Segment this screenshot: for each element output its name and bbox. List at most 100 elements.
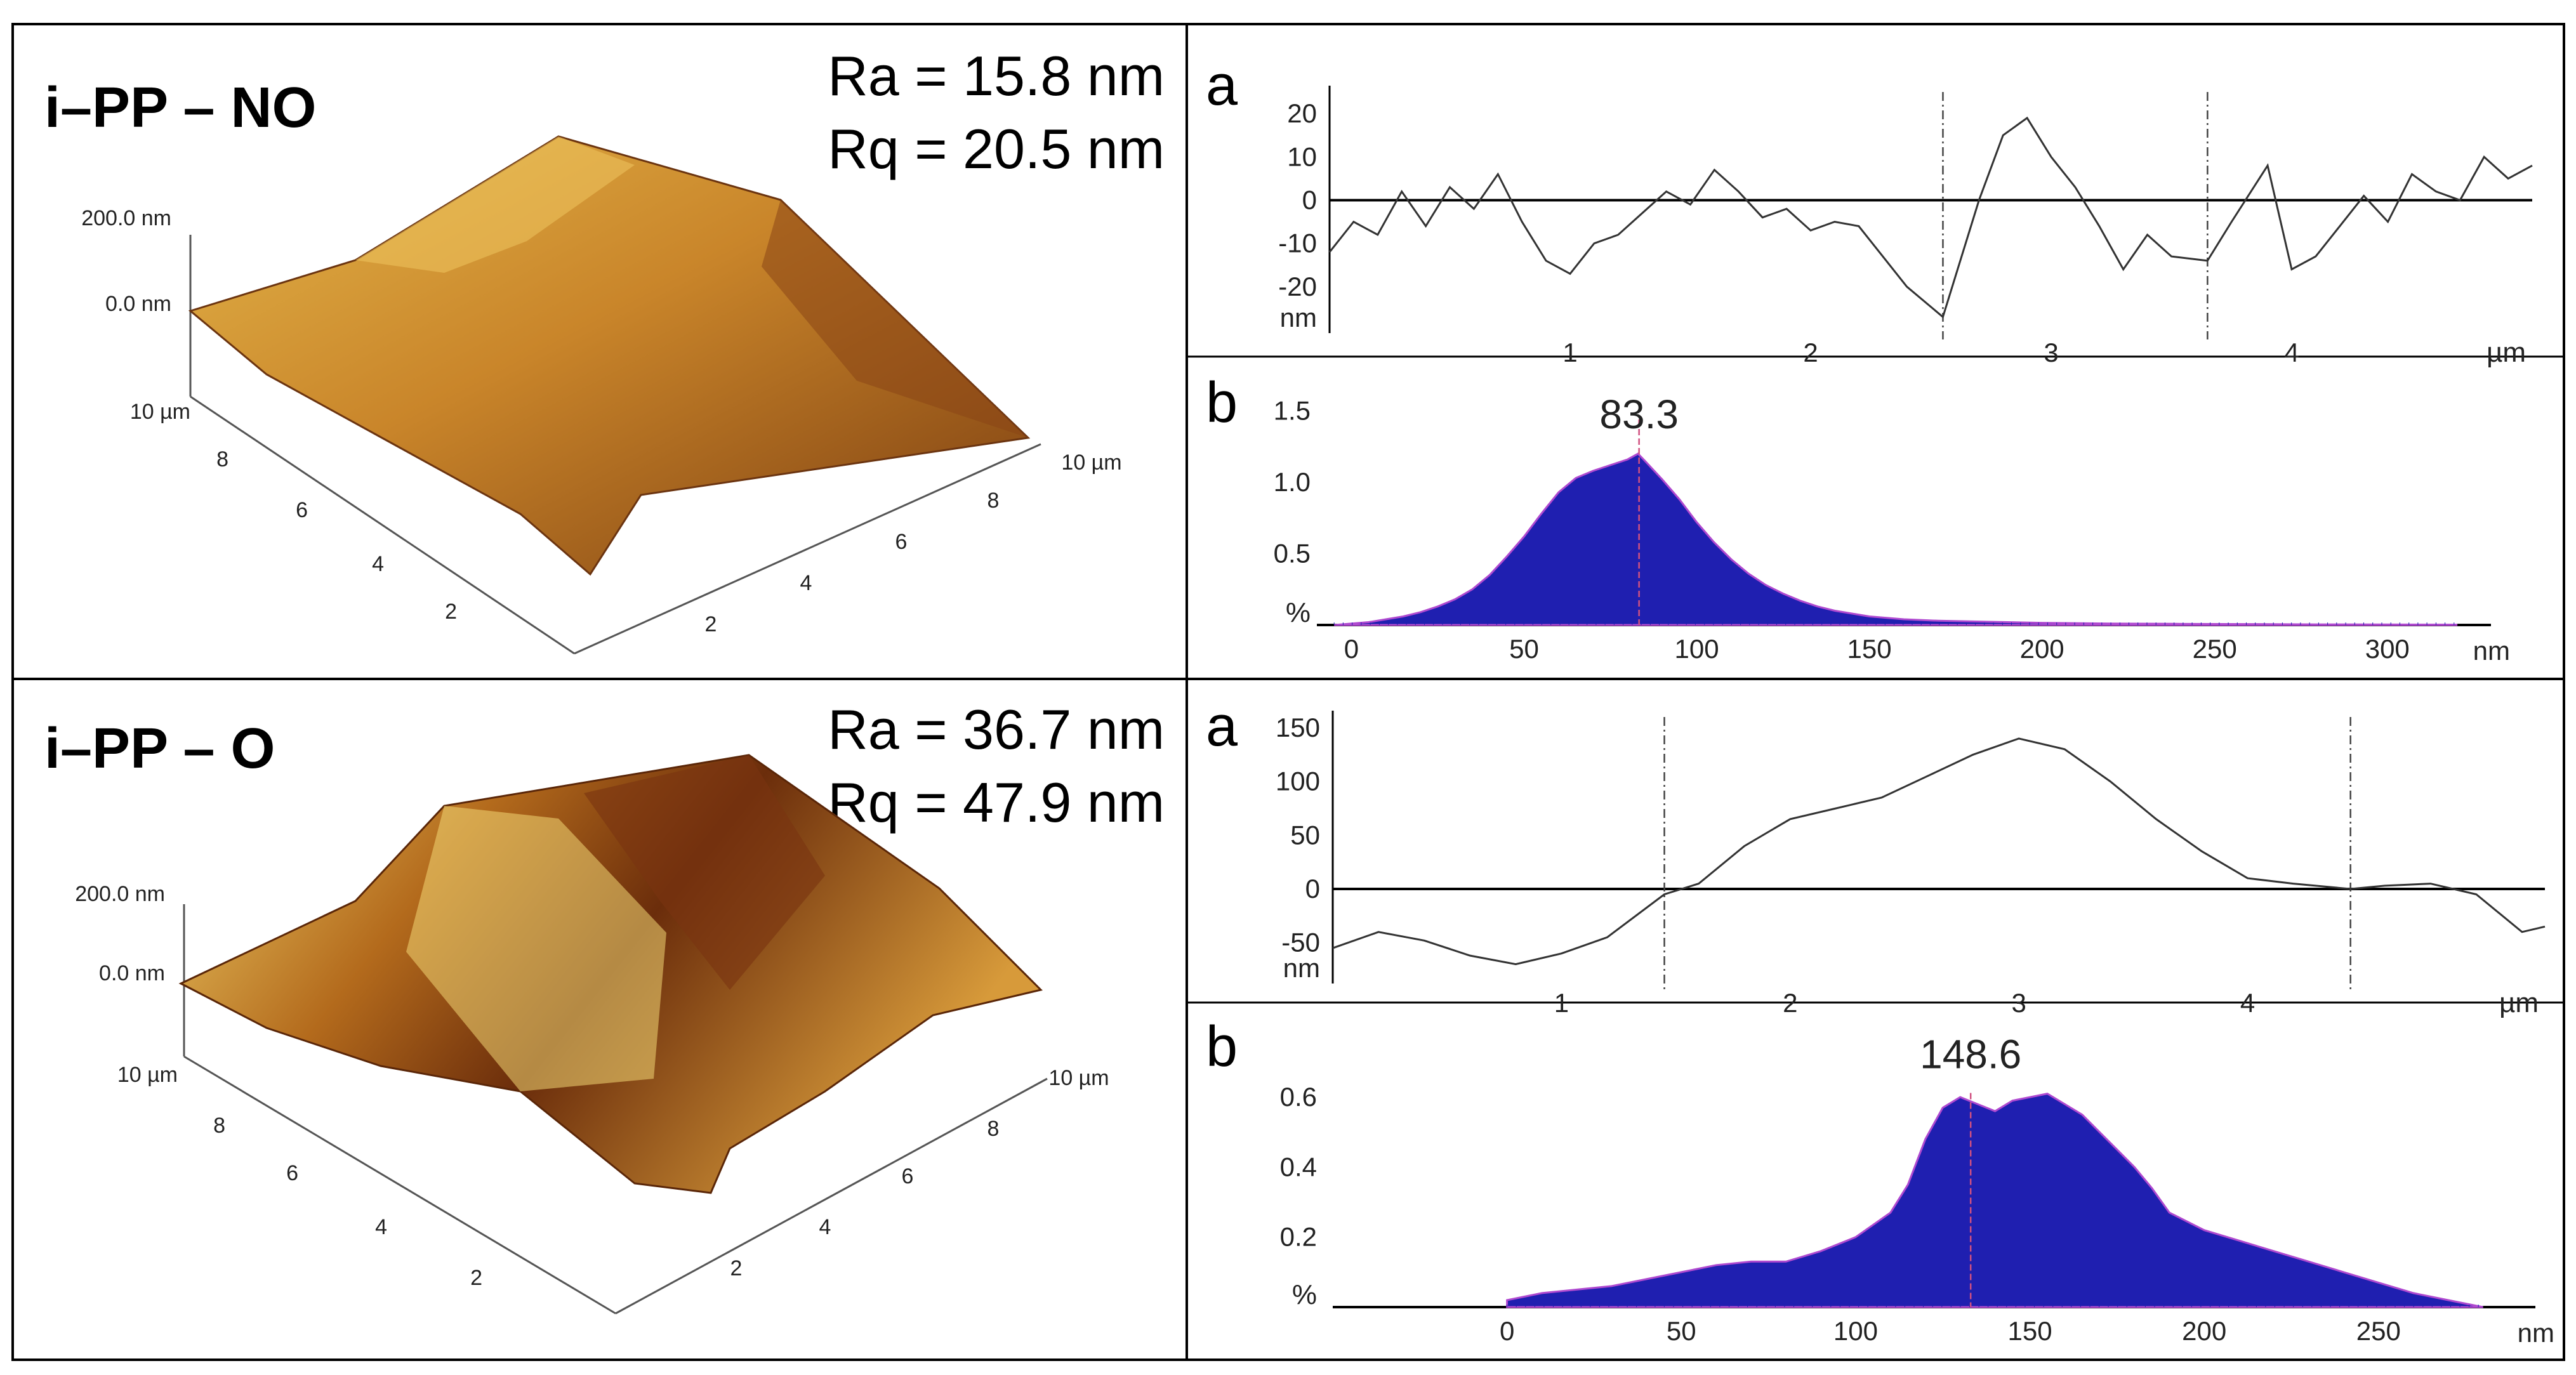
x-tick-label: 100 <box>1674 634 1719 664</box>
surface-x-tick: 4 <box>800 571 812 595</box>
x-tick-label: 0 <box>1344 634 1359 664</box>
y-tick-label: 0.6 <box>1280 1082 1317 1112</box>
y-tick-label: 1.5 <box>1274 396 1311 426</box>
x-tick-label: 200 <box>2182 1316 2226 1346</box>
surface-highlight-no <box>355 136 635 273</box>
x-tick-label: 300 <box>2365 634 2410 664</box>
surface-panel-no: i–PP – NO Ra = 15.8 nm Rq = 20.5 nm 200.… <box>44 44 1165 655</box>
y-tick-label: -10 <box>1278 228 1317 258</box>
x-tick-label: 150 <box>1847 634 1892 664</box>
rq-value-o: Rq = 47.9 nm <box>828 771 1165 834</box>
histogram-chart-o: 0.2 0.4 0.6% 0 50 100 150 200 250 nm 148.6 <box>1280 1032 2554 1348</box>
surface-y-tick: 4 <box>372 552 384 576</box>
sample-title-no: i–PP – NO <box>44 76 317 140</box>
z-zero-label-no: 0.0 nm <box>105 292 171 316</box>
surface-y-tick: 2 <box>445 600 457 624</box>
x-tick-label: 150 <box>2008 1316 2052 1346</box>
x-tick-label: 2 <box>1783 988 1797 1018</box>
x-axis-unit: nm <box>2518 1318 2554 1348</box>
surface-y-tick: 8 <box>216 447 228 471</box>
ra-value-o: Ra = 36.7 nm <box>828 698 1165 761</box>
y-tick-labels-no: 10 µm 8 6 4 2 <box>130 400 457 624</box>
surface-x-tick: 2 <box>730 1256 743 1280</box>
height-distribution-area <box>1506 1093 2483 1308</box>
height-profile-line <box>1328 116 2533 319</box>
x-axis-unit: nm <box>2473 636 2510 666</box>
surface-x-tick: 10 µm <box>1048 1066 1109 1090</box>
surface-x-tick: 10 µm <box>1061 451 1121 475</box>
surface-x-tick: 2 <box>705 612 717 636</box>
panel-letter-a-no: a <box>1206 54 1238 117</box>
surface-y-tick: 6 <box>296 498 308 522</box>
x-tick-label: 3 <box>2044 338 2058 367</box>
x-tick-label: 1 <box>1554 988 1569 1018</box>
z-top-label-no: 200.0 nm <box>81 206 171 230</box>
y-tick-label: 1.0 <box>1274 467 1311 497</box>
surface-groove-o <box>584 755 825 990</box>
x-tick-label: 0 <box>1500 1316 1514 1346</box>
x-tick-label: 50 <box>1667 1316 1696 1346</box>
x-tick-label: 1 <box>1562 338 1577 367</box>
y-axis-unit: nm <box>1283 953 1320 983</box>
x-tick-label: 4 <box>2284 338 2299 367</box>
surface-axes-o <box>183 904 1048 1315</box>
sample-title-o: i–PP – O <box>44 717 275 780</box>
x-tick-label: 4 <box>2240 988 2255 1018</box>
x-tick-labels-o: 2 4 6 8 10 µm <box>730 1066 1109 1280</box>
y-tick-label: 20 <box>1287 98 1317 128</box>
y-tick-label: 150 <box>1276 713 1320 742</box>
y-tick-label: 50 <box>1290 820 1320 850</box>
peak-value-label: 148.6 <box>1920 1032 2021 1077</box>
panel-letter-b-o: b <box>1206 1015 1238 1079</box>
surface-shadow-no <box>762 200 1028 438</box>
y-tick-label: 10 <box>1287 141 1317 171</box>
height-distribution-area <box>1334 452 2458 626</box>
surface-x-tick: 8 <box>987 489 1000 513</box>
y-tick-label: 0.2 <box>1280 1222 1317 1252</box>
z-top-label-o: 200.0 nm <box>75 882 165 906</box>
x-tick-label: 2 <box>1803 338 1818 367</box>
y-tick-label: 0 <box>1302 185 1317 214</box>
surface-x-tick: 6 <box>895 530 908 554</box>
surface-x-tick: 6 <box>902 1164 914 1188</box>
y-tick-label: 0 <box>1305 874 1320 904</box>
surface-y-tick: 10 µm <box>130 400 190 424</box>
x-axis-unit: µm <box>2487 337 2526 368</box>
surface-x-tick: 4 <box>819 1215 831 1239</box>
height-profile-line <box>1332 737 2546 966</box>
y-tick-label: -50 <box>1281 928 1320 957</box>
surface-x-tick: 8 <box>987 1117 1000 1141</box>
surface-ridge-o <box>406 806 666 1091</box>
y-tick-labels-o: 10 µm 8 6 4 2 <box>117 1063 482 1290</box>
y-tick-label: 0.5 <box>1274 539 1311 569</box>
surface-y-tick: 6 <box>286 1161 298 1185</box>
ra-value-no: Ra = 15.8 nm <box>828 44 1165 107</box>
panel-letter-a-o: a <box>1206 695 1238 758</box>
y-tick-label: 100 <box>1276 766 1320 796</box>
z-zero-label-o: 0.0 nm <box>99 961 165 985</box>
y-axis-unit: % <box>1286 597 1311 628</box>
x-tick-labels-no: 2 4 6 8 10 µm <box>705 451 1122 636</box>
surface-panel-o: i–PP – O Ra = 36.7 nm Rq = 47.9 nm 200.0… <box>44 698 1165 1315</box>
x-tick-label: 3 <box>2011 988 2026 1018</box>
peak-value-label: 83.3 <box>1599 391 1679 437</box>
y-axis-unit: % <box>1292 1279 1317 1310</box>
x-axis-unit: µm <box>2499 987 2539 1018</box>
surface-y-tick: 10 µm <box>117 1063 178 1087</box>
y-tick-label: -20 <box>1278 272 1317 301</box>
panel-letter-b-no: b <box>1206 371 1238 435</box>
x-tick-label: 250 <box>2193 634 2237 664</box>
x-tick-label: 200 <box>2020 634 2064 664</box>
surface-y-tick: 2 <box>470 1266 482 1290</box>
surface-y-tick: 8 <box>213 1114 225 1138</box>
y-tick-label: 0.4 <box>1280 1152 1317 1181</box>
y-axis-unit: nm <box>1280 303 1317 332</box>
rq-value-no: Rq = 20.5 nm <box>828 117 1165 180</box>
histogram-chart-no: 0.5 1.0 1.5% 0 50 100 150 200 250 300 nm 83.3 <box>1274 391 2510 666</box>
x-tick-label: 50 <box>1509 634 1539 664</box>
surface-axes-no <box>189 235 1041 655</box>
x-tick-label: 100 <box>1833 1316 1878 1346</box>
figure-border <box>11 23 2565 1361</box>
